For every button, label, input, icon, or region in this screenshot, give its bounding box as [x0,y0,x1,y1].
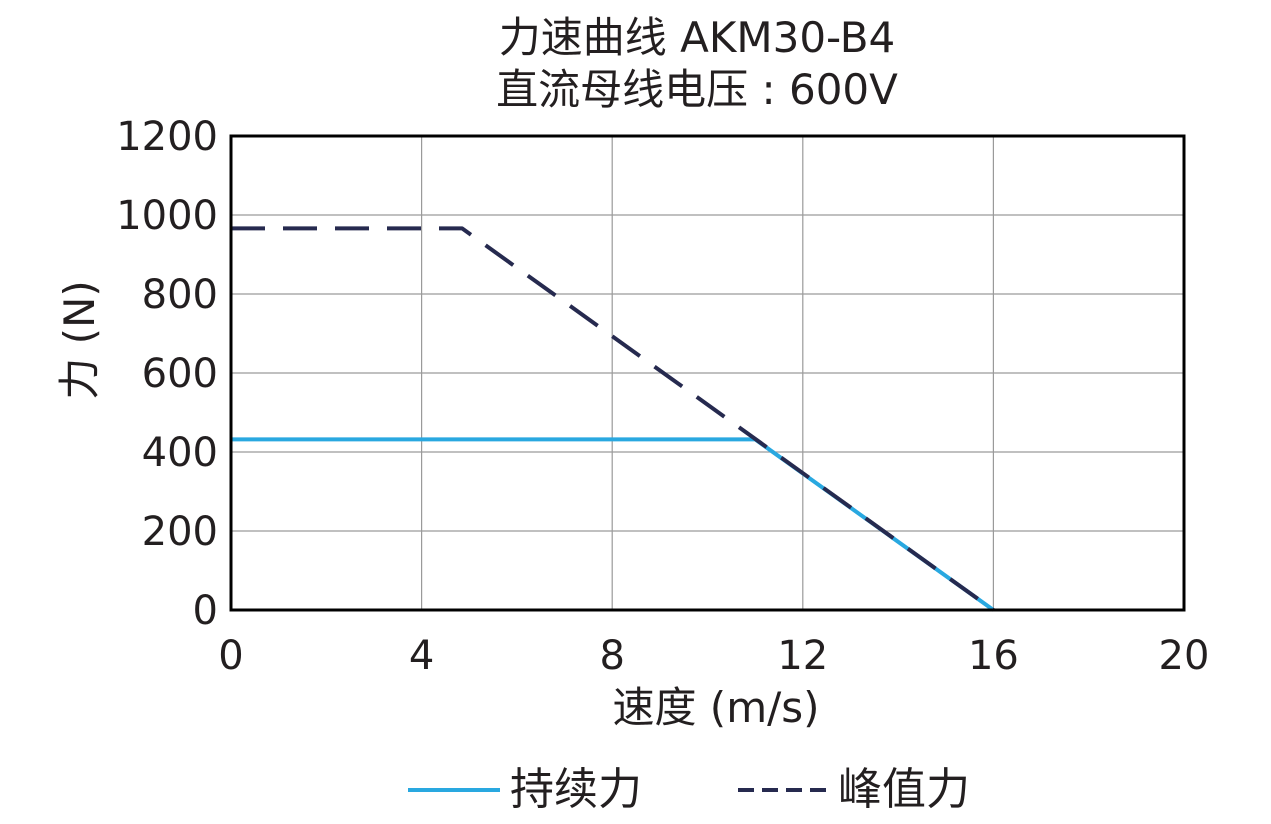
y-tick-label-400: 400 [142,430,218,476]
y-tick-label-200: 200 [142,509,218,555]
y-tick-labels: 0 200 400 600 800 1000 1200 [116,114,218,634]
series-layer [231,226,995,612]
legend-label-continuous: 持续力 [510,764,642,815]
legend: 持续力 峰值力 [408,764,970,815]
x-tick-label-4: 4 [409,633,434,679]
series-line-peak [231,226,995,612]
y-tick-label-600: 600 [142,351,218,397]
x-tick-label-12: 12 [777,633,828,679]
x-axis-label: 速度 (m/s) [612,683,819,732]
y-tick-label-1200: 1200 [116,114,218,160]
plot-frame [229,134,1186,612]
y-axis-label: 力 (N) [55,280,104,400]
x-tick-label-0: 0 [218,633,243,679]
x-tick-label-20: 20 [1159,633,1210,679]
chart-title: 力速曲线 AKM30-B4 [499,13,896,62]
y-tick-label-800: 800 [142,272,218,318]
y-tick-label-1000: 1000 [116,193,218,239]
x-tick-label-8: 8 [599,633,624,679]
x-tick-labels: 0 4 8 12 16 20 [218,633,1209,679]
x-tick-label-16: 16 [968,633,1019,679]
legend-label-peak: 峰值力 [838,764,970,815]
chart-subtitle: 直流母线电压 : 600V [496,65,898,114]
y-tick-label-0: 0 [193,588,218,634]
grid-lines [231,136,1184,610]
